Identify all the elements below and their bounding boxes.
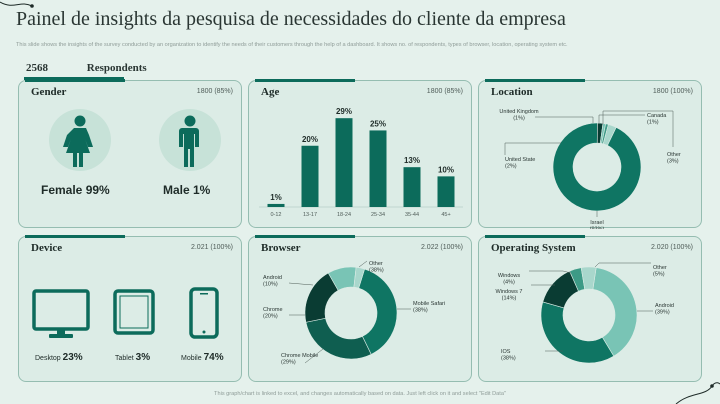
location-label-united-state-leader xyxy=(504,142,561,155)
os-slice xyxy=(592,267,638,357)
os-label-ios: IOS (38%) xyxy=(501,349,516,362)
os-title: Operating System xyxy=(491,242,576,254)
browser-title: Browser xyxy=(261,242,301,254)
age-bar-chart: 1% 0-12 20% 13-17 29% 18-24 25% 25-34 13% 35-44 10… xyxy=(259,107,463,218)
female-icon-circle xyxy=(49,109,111,171)
panel-accent-bar xyxy=(485,235,585,238)
age-tick-label: 13-17 xyxy=(303,212,317,218)
device-panel: Device 2.021 (100%) Desktop 23% Tablet 3… xyxy=(18,235,242,382)
female-label: Female 99% xyxy=(41,183,110,197)
age-title: Age xyxy=(261,86,280,98)
age-tick-label: 45+ xyxy=(441,212,450,218)
browser-label-chrome: Chrome (20%) xyxy=(263,307,283,320)
age-data-label: 25% xyxy=(370,119,386,128)
os-label-android: Android (39%) xyxy=(655,303,674,316)
device-icons xyxy=(32,287,219,339)
browser-label-android: Android (10%) xyxy=(263,275,282,288)
os-panel: Operating System 2.020 (100%) Android (39… xyxy=(478,235,702,382)
age-bar xyxy=(335,118,353,207)
location-label-united-kingdom: United Kingdom (1%) xyxy=(499,109,539,122)
location-label-united-kingdom-leader xyxy=(535,116,594,123)
location-total: 1800 (100%) xyxy=(652,88,693,95)
os-slice xyxy=(540,301,615,364)
os-label-windows-leader xyxy=(529,270,572,274)
location-label-israel: Israel(93%) xyxy=(590,220,605,229)
gender-total: 1800 (85%) xyxy=(196,88,233,95)
age-total: 1800 (85%) xyxy=(426,88,463,95)
location-slice xyxy=(602,124,617,146)
age-panel: Age 1800 (85%) 1% 0-12 20% 13-17 29% 18-24 25%… xyxy=(248,79,472,228)
age-bar xyxy=(369,130,387,207)
location-slice xyxy=(552,122,642,212)
panel-accent-bar xyxy=(25,235,125,238)
os-label-other-leader xyxy=(594,262,651,268)
browser-donut-chart: Mobile Safari (38%) Chrome Mobile (29%) Chro… xyxy=(263,260,445,366)
os-label-other: Other (5%) xyxy=(653,265,667,278)
male-icon-circle xyxy=(159,109,221,171)
browser-label-chrome-mobile: Chrome Mobile (29%) xyxy=(281,353,318,366)
mobile-label: Mobile 74% xyxy=(181,352,224,363)
location-label-united-state: United State (2%) xyxy=(505,157,535,170)
age-data-label: 1% xyxy=(270,193,282,202)
age-tick-label: 25-34 xyxy=(371,212,385,218)
browser-panel: Browser 2.022 (100%) Mobile Safari (38%) C… xyxy=(248,235,472,382)
page-title: Painel de insights da pesquisa de necess… xyxy=(16,8,566,30)
age-bar xyxy=(403,167,421,207)
browser-slice xyxy=(353,266,365,289)
gender-title: Gender xyxy=(31,86,67,98)
location-label-canada-leader xyxy=(598,114,645,123)
browser-label-chrome-mobile-leader xyxy=(304,348,324,364)
device-title: Device xyxy=(31,242,63,254)
male-label: Male 1% xyxy=(163,183,211,197)
browser-label-android-leader xyxy=(288,282,314,286)
female-person-icon xyxy=(63,115,93,167)
tablet-icon xyxy=(113,289,155,335)
respondents-underline xyxy=(24,77,124,80)
respondents-label: Respondents xyxy=(86,62,147,74)
age-tick-label: 0-12 xyxy=(270,212,281,218)
location-label-canada: Canada (1%) xyxy=(647,113,667,126)
device-total: 2.021 (100%) xyxy=(190,244,233,251)
age-data-label: 10% xyxy=(438,165,454,174)
respondents-count: 2568 xyxy=(26,62,48,74)
browser-slice xyxy=(358,268,398,355)
location-panel: Location 1800 (100%) Israel(93%) United S… xyxy=(478,79,702,229)
mobile-phone-icon xyxy=(189,287,219,339)
age-data-label: 13% xyxy=(404,156,420,165)
age-bar xyxy=(267,203,285,207)
os-slice xyxy=(580,266,597,290)
location-label-other: Other (3%) xyxy=(667,152,681,165)
panel-accent-bar xyxy=(25,79,125,82)
page-subtitle: This slide shows the insights of the sur… xyxy=(16,42,568,48)
location-label-other-leader xyxy=(602,110,674,147)
male-person-icon xyxy=(179,115,199,167)
desktop-label: Desktop 23% xyxy=(35,352,83,363)
age-data-label: 20% xyxy=(302,135,318,144)
respondents-summary: 2568 Respondents xyxy=(26,62,147,74)
tablet-label: Tablet 3% xyxy=(115,352,151,363)
location-donut-chart: Israel(93%) United State(2%) United Kingdo… xyxy=(499,109,681,229)
browser-label-other: Other (38%) xyxy=(369,261,384,274)
desktop-monitor-icon xyxy=(32,289,90,338)
panel-accent-bar xyxy=(255,79,355,82)
browser-label-mobile-safari: Mobile Safari (38%) xyxy=(413,301,445,314)
panel-accent-bar xyxy=(485,79,585,82)
os-total: 2.020 (100%) xyxy=(650,244,693,251)
age-bar xyxy=(437,176,455,207)
footer-note: This graph/chart is linked to excel, and… xyxy=(214,391,506,397)
location-title: Location xyxy=(491,86,533,98)
age-bar xyxy=(301,145,319,207)
age-data-label: 29% xyxy=(336,107,352,116)
age-tick-label: 35-44 xyxy=(405,212,419,218)
os-label-windows: Windows (4%) xyxy=(498,273,521,286)
age-tick-label: 18-24 xyxy=(337,212,351,218)
browser-label-other-leader xyxy=(358,260,368,268)
gender-panel: Gender 1800 (85%) Female 99% Male 1% xyxy=(18,79,242,228)
os-donut-chart: Android (39%) IOS (38%) Windows 7 (14%) Window… xyxy=(496,262,674,364)
browser-total: 2.022 (100%) xyxy=(420,244,463,251)
os-label-windows7: Windows 7 (14%) xyxy=(496,289,523,302)
panel-accent-bar xyxy=(255,235,355,238)
